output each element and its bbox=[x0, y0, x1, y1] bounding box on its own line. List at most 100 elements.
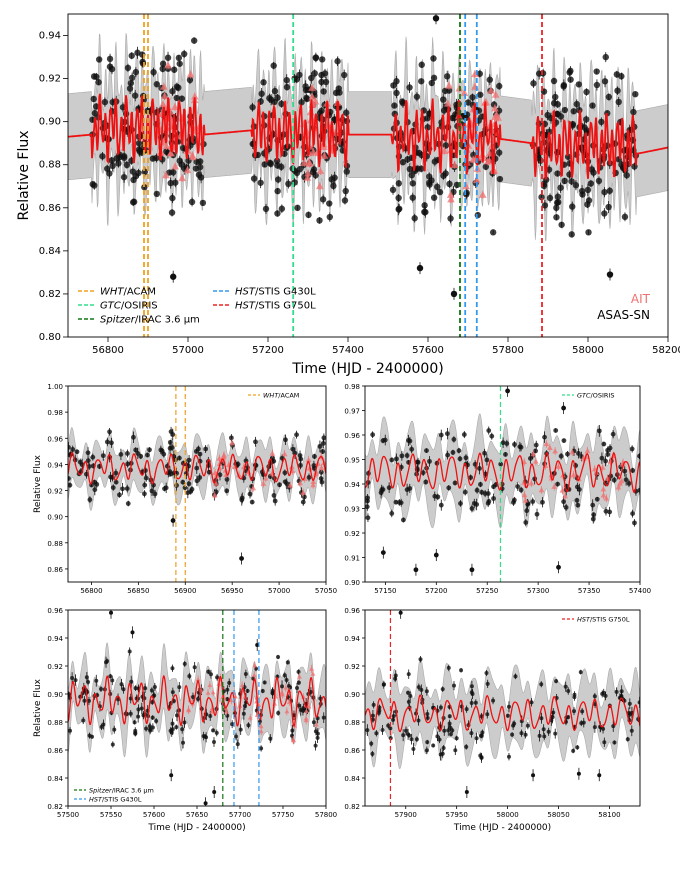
asassn-point bbox=[186, 457, 192, 463]
ait-point bbox=[279, 689, 285, 695]
asassn-point bbox=[159, 65, 166, 73]
asassn-point bbox=[568, 178, 575, 185]
asassn-point bbox=[342, 187, 349, 195]
asassn-point bbox=[149, 155, 157, 162]
asassn-point bbox=[175, 54, 183, 62]
x-axis-label: Time (HJD - 2400000) bbox=[453, 823, 551, 833]
asassn-point bbox=[70, 447, 76, 452]
asassn-point bbox=[457, 456, 463, 462]
legend-label: HST/STIS G430L bbox=[89, 796, 142, 804]
y-tick-label: 0.90 bbox=[39, 117, 61, 128]
asassn-point bbox=[253, 439, 258, 445]
asassn-point bbox=[197, 451, 203, 457]
ait-point bbox=[600, 492, 607, 498]
ait-point bbox=[239, 682, 245, 688]
asassn-point bbox=[283, 76, 290, 84]
asassn-point bbox=[560, 83, 567, 90]
asassn-point bbox=[401, 733, 406, 738]
asassn-point bbox=[440, 107, 448, 114]
ait-point bbox=[600, 486, 607, 492]
asassn-point bbox=[296, 703, 301, 708]
asassn-point bbox=[311, 465, 317, 471]
asassn-point bbox=[587, 180, 595, 187]
asassn-point bbox=[138, 453, 144, 459]
asassn-point bbox=[318, 78, 325, 86]
asassn-point bbox=[208, 672, 213, 677]
ait-point bbox=[305, 159, 314, 167]
asassn-point bbox=[447, 721, 452, 726]
asassn-point bbox=[530, 80, 537, 87]
ait-point bbox=[190, 92, 199, 100]
asassn-point bbox=[171, 66, 178, 73]
asassn-point bbox=[196, 696, 201, 701]
ait-point bbox=[447, 146, 455, 154]
asassn-point bbox=[173, 94, 181, 102]
y-tick-label: 0.94 bbox=[47, 461, 63, 469]
asassn-point bbox=[305, 211, 312, 219]
asassn-point bbox=[399, 98, 406, 105]
asassn-point bbox=[416, 264, 424, 272]
asassn-point bbox=[541, 727, 546, 732]
asassn-point bbox=[259, 746, 264, 751]
asassn-point bbox=[425, 740, 430, 745]
y-tick-label: 0.92 bbox=[47, 488, 63, 496]
asassn-point bbox=[143, 475, 149, 481]
panel-top: 56800 57000 57200 57400 57600 57800 58000 5820 0… bbox=[16, 13, 680, 377]
asassn-point bbox=[270, 62, 277, 69]
asassn-point bbox=[194, 465, 200, 471]
y-axis-label: Relative Flux bbox=[33, 678, 43, 737]
asassn-point bbox=[414, 737, 419, 742]
asassn-point bbox=[294, 204, 301, 212]
asassn-point bbox=[625, 737, 630, 742]
asassn-point bbox=[474, 487, 480, 493]
y-tick-label: 0.82 bbox=[344, 803, 360, 811]
asassn-point bbox=[600, 691, 605, 696]
ait-point bbox=[320, 151, 329, 159]
ait-point bbox=[297, 480, 304, 486]
asassn-point bbox=[255, 643, 260, 647]
asassn-point bbox=[190, 695, 195, 700]
observation-legend: GTC/OSIRIS bbox=[562, 392, 614, 400]
asassn-point bbox=[496, 175, 504, 183]
asassn-point bbox=[463, 191, 470, 198]
asassn-point bbox=[523, 520, 529, 525]
asassn-point bbox=[365, 504, 370, 510]
asassn-point bbox=[486, 76, 494, 83]
y-tick-label: 0.95 bbox=[344, 457, 360, 465]
ait-point bbox=[462, 182, 471, 190]
x-tick-label: 57700 bbox=[229, 811, 251, 819]
legend-label: HST/STIS G750L bbox=[235, 301, 316, 312]
asassn-point bbox=[418, 78, 425, 85]
ait-point bbox=[485, 157, 494, 164]
asassn-point bbox=[277, 482, 282, 488]
y-tick-label: 0.94 bbox=[47, 635, 63, 643]
asassn-point bbox=[214, 730, 219, 735]
asassn-point bbox=[512, 442, 517, 447]
asassn-point bbox=[517, 444, 523, 450]
asassn-point bbox=[178, 95, 186, 102]
asassn-point bbox=[437, 737, 442, 742]
ait-point bbox=[551, 483, 558, 489]
asassn-point bbox=[143, 686, 148, 691]
asassn-point bbox=[377, 708, 382, 713]
asassn-point bbox=[169, 773, 174, 778]
x-tick-label: 57250 bbox=[476, 587, 498, 595]
ait-point bbox=[308, 83, 316, 91]
asassn-point bbox=[428, 177, 435, 184]
asassn-point bbox=[423, 479, 429, 485]
asassn-point bbox=[525, 723, 530, 728]
ait-point bbox=[584, 447, 591, 454]
ait-point bbox=[205, 690, 211, 695]
asassn-point bbox=[164, 54, 172, 61]
asassn-point bbox=[153, 81, 161, 88]
asassn-point bbox=[123, 161, 131, 169]
asassn-point bbox=[464, 99, 472, 106]
ait-point bbox=[166, 149, 175, 157]
asassn-point bbox=[276, 654, 281, 659]
asassn-point bbox=[110, 678, 115, 683]
plot-area bbox=[68, 386, 326, 582]
y-tick-label: 0.82 bbox=[47, 803, 63, 811]
y-tick-label: 0.80 bbox=[39, 332, 61, 343]
asassn-point bbox=[413, 567, 419, 573]
asassn-point bbox=[579, 721, 584, 726]
